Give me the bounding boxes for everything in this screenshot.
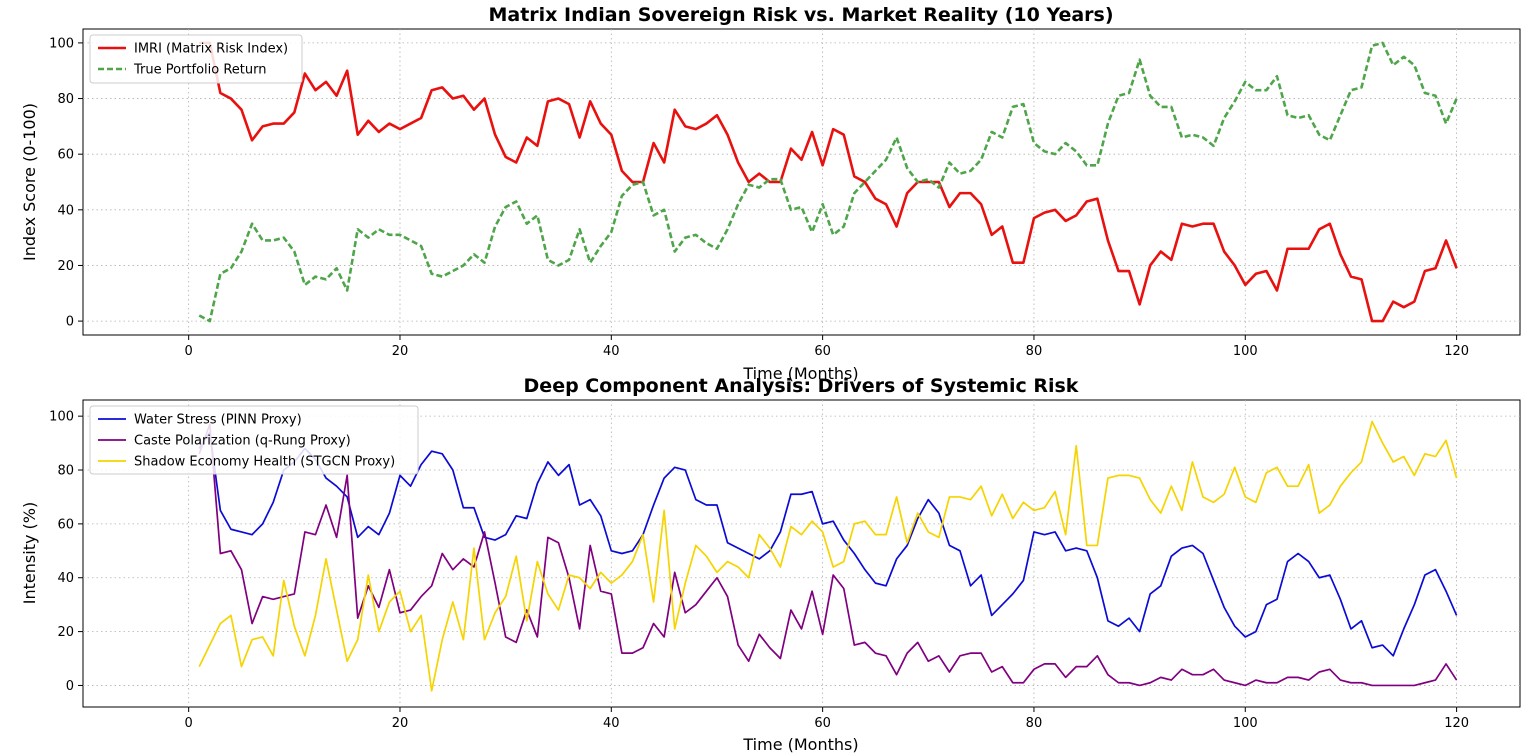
plot-frame — [82, 399, 1521, 708]
series-lines — [198, 41, 1458, 323]
x-tick-label: 0 — [185, 716, 193, 731]
legend-label: Water Stress (PINN Proxy) — [134, 413, 302, 428]
series-line-1 — [198, 423, 1458, 687]
x-tick-label: 120 — [1444, 716, 1469, 731]
axis-ticks: 0 20 40 60 80 100 120 0 20 40 60 80 100 — [49, 36, 1469, 359]
legend-label: True Portfolio Return — [133, 63, 267, 78]
y-tick-label: 80 — [57, 92, 74, 107]
x-tick-label: 20 — [392, 344, 409, 359]
grid — [83, 29, 1520, 335]
x-tick-label: 80 — [1026, 344, 1043, 359]
legend-box — [89, 34, 303, 84]
x-tick-label: 60 — [814, 344, 831, 359]
y-tick-label: 20 — [57, 259, 74, 274]
y-tick-label: 20 — [57, 625, 74, 640]
y-tick-label: 40 — [57, 203, 74, 218]
legend-label: IMRI (Matrix Risk Index) — [134, 42, 288, 57]
legend: Water Stress (PINN Proxy) Caste Polarizat… — [89, 405, 419, 475]
x-tick-label: 100 — [1233, 344, 1258, 359]
x-axis-label: Time (Months) — [742, 735, 858, 754]
x-tick-label: 0 — [185, 344, 193, 359]
legend-box — [89, 405, 419, 475]
x-tick-label: 120 — [1444, 344, 1469, 359]
y-tick-label: 40 — [57, 571, 74, 586]
series-line-2 — [198, 420, 1458, 692]
x-tick-label: 60 — [814, 716, 831, 731]
series-line-0 — [198, 431, 1458, 657]
y-tick-label: 60 — [57, 517, 74, 532]
x-tick-label: 20 — [392, 716, 409, 731]
chart-title: Matrix Indian Sovereign Risk vs. Market … — [488, 4, 1113, 26]
legend-label: Caste Polarization (q-Rung Proxy) — [134, 434, 351, 449]
risk-vs-market-chart: Matrix Indian Sovereign Risk vs. Market … — [20, 4, 1521, 383]
axis-ticks: 0 20 40 60 80 100 120 0 20 40 60 80 100 — [49, 410, 1469, 731]
x-tick-label: 40 — [603, 344, 620, 359]
y-tick-label: 60 — [57, 148, 74, 163]
legend: IMRI (Matrix Risk Index) True Portfolio R… — [89, 34, 303, 84]
chart-title: Deep Component Analysis: Drivers of Syst… — [524, 375, 1079, 397]
legend-label: Shadow Economy Health (STGCN Proxy) — [134, 455, 395, 470]
x-tick-label: 80 — [1026, 716, 1043, 731]
y-axis-label: Intensity (%) — [20, 502, 39, 604]
x-tick-label: 40 — [603, 716, 620, 731]
y-tick-label: 100 — [49, 410, 74, 425]
series-line-0 — [199, 41, 1458, 323]
y-tick-label: 80 — [57, 464, 74, 479]
plot-frame — [82, 28, 1521, 336]
x-axis-label: Time (Months) — [742, 364, 858, 383]
series-lines — [198, 420, 1458, 692]
y-axis-label: Index Score (0-100) — [20, 103, 39, 261]
y-tick-label: 0 — [66, 679, 74, 694]
component-analysis-chart: Deep Component Analysis: Drivers of Syst… — [20, 375, 1521, 754]
y-tick-label: 0 — [66, 315, 74, 330]
x-tick-label: 100 — [1233, 716, 1258, 731]
series-line-1 — [198, 41, 1458, 323]
y-tick-label: 100 — [49, 36, 74, 51]
